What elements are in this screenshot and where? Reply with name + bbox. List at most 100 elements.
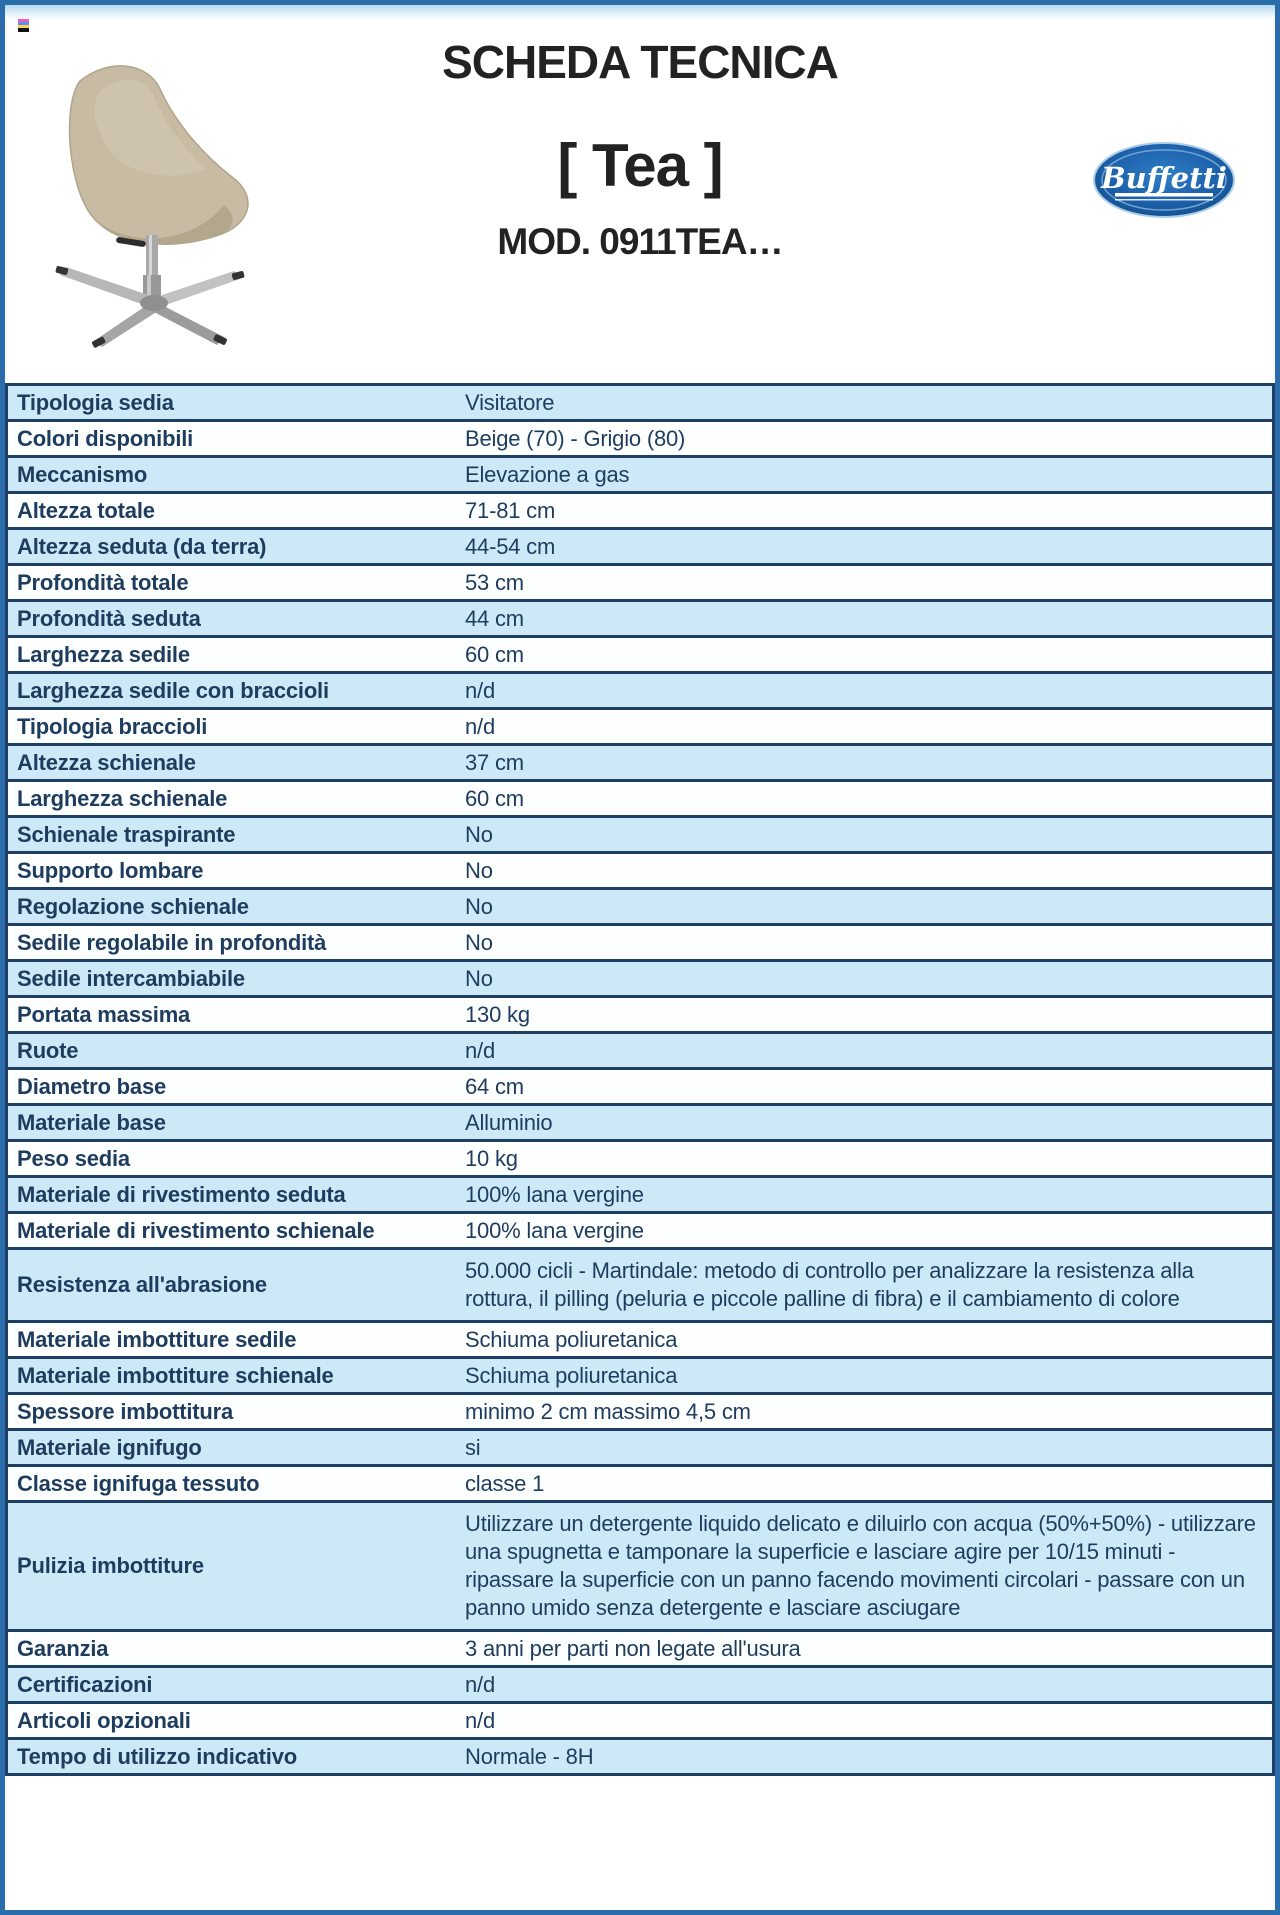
table-row: Profondità seduta 44 cm (6, 600, 1274, 638)
spec-label: Spessore imbottitura (6, 1393, 455, 1431)
table-row: Spessore imbottitura minimo 2 cm massimo … (6, 1393, 1274, 1431)
table-row: Altezza schienale 37 cm (6, 744, 1274, 782)
spec-label: Tipologia braccioli (6, 708, 455, 746)
top-gradient-strip (5, 5, 1275, 20)
table-row: Schienale traspirante No (6, 816, 1274, 854)
table-row: Larghezza sedile 60 cm (6, 636, 1274, 674)
color-bar-icon (18, 19, 29, 32)
spec-value: 100% lana vergine (455, 1212, 1274, 1250)
spec-value: 53 cm (455, 564, 1274, 602)
spec-value: 44 cm (455, 600, 1274, 638)
table-row: Resistenza all'abrasione 50.000 cicli - M… (6, 1248, 1274, 1323)
spec-value: Visitatore (455, 384, 1274, 422)
spec-value: 60 cm (455, 636, 1274, 674)
spec-label: Sedile intercambiabile (6, 960, 455, 998)
spec-value: si (455, 1429, 1274, 1467)
page-title: SCHEDA TECNICA (442, 36, 839, 88)
spec-label: Altezza totale (6, 492, 455, 530)
table-row: Meccanismo Elevazione a gas (6, 456, 1274, 494)
table-row: Pulizia imbottiture Utilizzare un deterge… (6, 1501, 1274, 1632)
spec-value: Utilizzare un detergente liquido delicat… (455, 1501, 1274, 1632)
spec-label: Garanzia (6, 1630, 455, 1668)
table-row: Diametro base 64 cm (6, 1068, 1274, 1106)
spec-label: Certificazioni (6, 1666, 455, 1704)
table-row: Colori disponibili Beige (70) - Grigio (8… (6, 420, 1274, 458)
spec-value: Elevazione a gas (455, 456, 1274, 494)
spec-value: 130 kg (455, 996, 1274, 1034)
spec-value: No (455, 888, 1274, 926)
spec-value: 50.000 cicli - Martindale: metodo di con… (455, 1248, 1274, 1323)
spec-value: No (455, 816, 1274, 854)
table-row: Materiale base Alluminio (6, 1104, 1274, 1142)
spec-value: Beige (70) - Grigio (80) (455, 420, 1274, 458)
table-row: Regolazione schienale No (6, 888, 1274, 926)
table-row: Larghezza sedile con braccioli n/d (6, 672, 1274, 710)
spec-label: Ruote (6, 1032, 455, 1070)
table-row: Portata massima 130 kg (6, 996, 1274, 1034)
table-row: Supporto lombare No (6, 852, 1274, 890)
spec-label: Classe ignifuga tessuto (6, 1465, 455, 1503)
spec-label: Articoli opzionali (6, 1702, 455, 1740)
table-row: Altezza totale 71-81 cm (6, 492, 1274, 530)
spec-value: Normale - 8H (455, 1738, 1274, 1775)
spec-label: Supporto lombare (6, 852, 455, 890)
table-row: Sedile regolabile in profondità No (6, 924, 1274, 962)
spec-value: No (455, 924, 1274, 962)
spec-table: Tipologia sedia Visitatore Colori disponib… (5, 383, 1275, 1776)
spec-value: n/d (455, 708, 1274, 746)
spec-value: n/d (455, 1702, 1274, 1740)
spec-value: No (455, 852, 1274, 890)
product-name: [ Tea ] (557, 132, 723, 199)
table-row: Materiale ignifugo si (6, 1429, 1274, 1467)
table-row: Larghezza schienale 60 cm (6, 780, 1274, 818)
spec-value: n/d (455, 1666, 1274, 1704)
spec-label: Colori disponibili (6, 420, 455, 458)
table-row: Materiale di rivestimento schienale 100% … (6, 1212, 1274, 1250)
spec-label: Larghezza sedile con braccioli (6, 672, 455, 710)
spec-label: Larghezza sedile (6, 636, 455, 674)
spec-value: n/d (455, 672, 1274, 710)
spec-value: 10 kg (455, 1140, 1274, 1178)
spec-label: Materiale di rivestimento seduta (6, 1176, 455, 1214)
spec-label: Diametro base (6, 1068, 455, 1106)
spec-label: Tipologia sedia (6, 384, 455, 422)
spec-value: n/d (455, 1032, 1274, 1070)
spec-value: No (455, 960, 1274, 998)
spec-value: Schiuma poliuretanica (455, 1321, 1274, 1359)
spec-value: 44-54 cm (455, 528, 1274, 566)
table-row: Tempo di utilizzo indicativo Normale - 8H (6, 1738, 1274, 1775)
spec-label: Larghezza schienale (6, 780, 455, 818)
spec-value: classe 1 (455, 1465, 1274, 1503)
spec-label: Peso sedia (6, 1140, 455, 1178)
spec-value: Schiuma poliuretanica (455, 1357, 1274, 1395)
spec-label: Profondità seduta (6, 600, 455, 638)
spec-label: Altezza schienale (6, 744, 455, 782)
spec-value: 60 cm (455, 780, 1274, 818)
spec-label: Sedile regolabile in profondità (6, 924, 455, 962)
spec-label: Materiale imbottiture sedile (6, 1321, 455, 1359)
table-row: Certificazioni n/d (6, 1666, 1274, 1704)
spec-label: Materiale di rivestimento schienale (6, 1212, 455, 1250)
spec-value: minimo 2 cm massimo 4,5 cm (455, 1393, 1274, 1431)
table-row: Garanzia 3 anni per parti non legate all'… (6, 1630, 1274, 1668)
table-row: Materiale di rivestimento seduta 100% lan… (6, 1176, 1274, 1214)
spec-value: 3 anni per parti non legate all'usura (455, 1630, 1274, 1668)
buffetti-logo: Buffetti (1093, 142, 1235, 218)
table-row: Ruote n/d (6, 1032, 1274, 1070)
table-row: Materiale imbottiture sedile Schiuma poli… (6, 1321, 1274, 1359)
spec-value: 64 cm (455, 1068, 1274, 1106)
spec-label: Schienale traspirante (6, 816, 455, 854)
table-row: Peso sedia 10 kg (6, 1140, 1274, 1178)
model-number: MOD. 0911TEA… (497, 221, 783, 262)
table-row: Profondità totale 53 cm (6, 564, 1274, 602)
table-row: Sedile intercambiabile No (6, 960, 1274, 998)
spec-value: 100% lana vergine (455, 1176, 1274, 1214)
spec-label: Pulizia imbottiture (6, 1501, 455, 1632)
spec-label: Resistenza all'abrasione (6, 1248, 455, 1323)
spec-table-body: Tipologia sedia Visitatore Colori disponib… (6, 384, 1274, 1775)
table-row: Altezza seduta (da terra) 44-54 cm (6, 528, 1274, 566)
spec-label: Profondità totale (6, 564, 455, 602)
chair-product-photo-icon (55, 65, 249, 348)
table-row: Materiale imbottiture schienale Schiuma p… (6, 1357, 1274, 1395)
